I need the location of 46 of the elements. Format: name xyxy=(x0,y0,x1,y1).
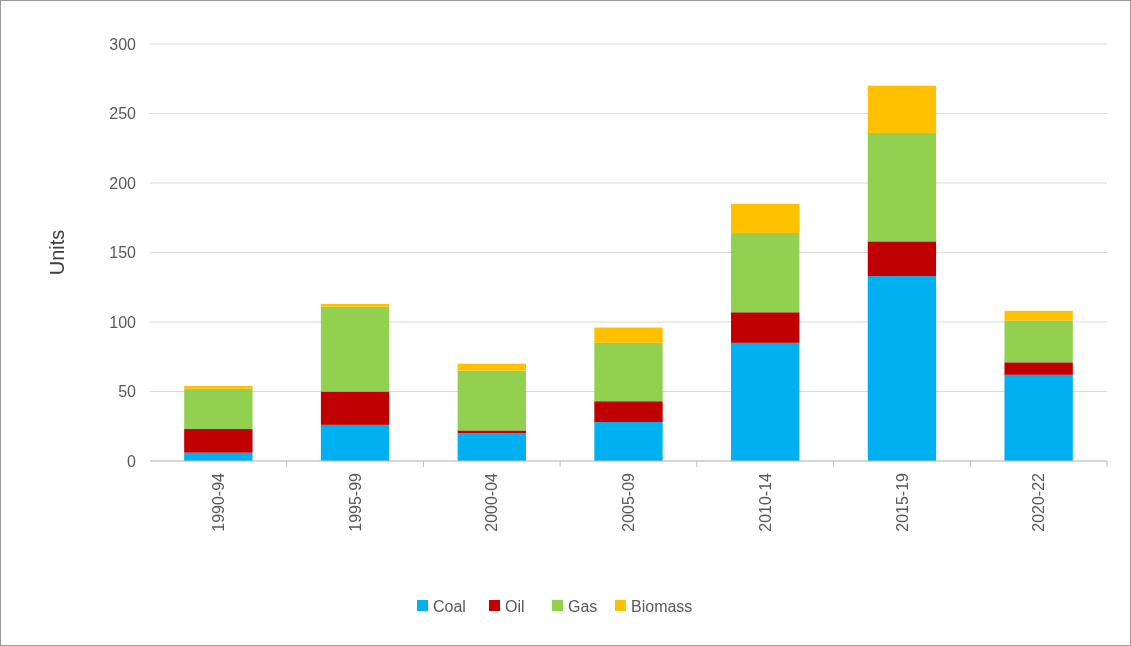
bar xyxy=(867,241,937,277)
bar xyxy=(184,429,253,453)
bar xyxy=(594,422,663,461)
x-tick-label: 2000-04 xyxy=(483,472,501,532)
legend-label: Coal xyxy=(433,597,466,615)
bar xyxy=(731,312,800,343)
bar xyxy=(457,433,526,461)
bar xyxy=(594,401,663,423)
bar xyxy=(731,203,800,234)
bar xyxy=(320,424,390,461)
y-tick-label: 50 xyxy=(118,383,137,401)
bar xyxy=(1004,320,1073,363)
bar xyxy=(457,430,526,434)
x-tick-label: 2020-22 xyxy=(1030,472,1048,532)
legend-label: Oil xyxy=(505,597,525,615)
bar xyxy=(594,342,663,402)
y-tick-label: 150 xyxy=(109,244,137,262)
x-tick-label: 1990-94 xyxy=(209,472,227,532)
y-tick-label: 0 xyxy=(127,452,137,470)
legend-label: Biomass xyxy=(631,597,693,615)
bar xyxy=(457,370,526,431)
bar xyxy=(184,388,253,430)
x-tick-label: 1995-99 xyxy=(346,472,364,532)
x-tick-label: 2010-14 xyxy=(756,472,774,532)
bar xyxy=(457,363,526,371)
bar xyxy=(594,327,663,343)
y-tick-label: 300 xyxy=(109,35,137,53)
x-tick-label: 2005-09 xyxy=(620,472,638,532)
y-tick-label: 250 xyxy=(109,105,137,123)
y-tick-label: 200 xyxy=(109,174,137,192)
y-tick-label: 100 xyxy=(109,313,137,331)
bar xyxy=(731,342,800,461)
bar xyxy=(320,303,390,307)
bar xyxy=(320,391,390,425)
bar xyxy=(184,385,253,389)
bar xyxy=(320,306,390,392)
bar xyxy=(867,85,937,133)
y-axis-title: Units xyxy=(46,229,68,276)
bar xyxy=(1004,362,1073,375)
bar xyxy=(731,233,800,313)
x-tick-label: 2015-19 xyxy=(893,472,911,532)
bar xyxy=(1004,374,1073,461)
bar xyxy=(867,276,937,461)
bar xyxy=(867,132,937,242)
legend-label: Gas xyxy=(568,597,598,615)
bar xyxy=(1004,310,1073,321)
